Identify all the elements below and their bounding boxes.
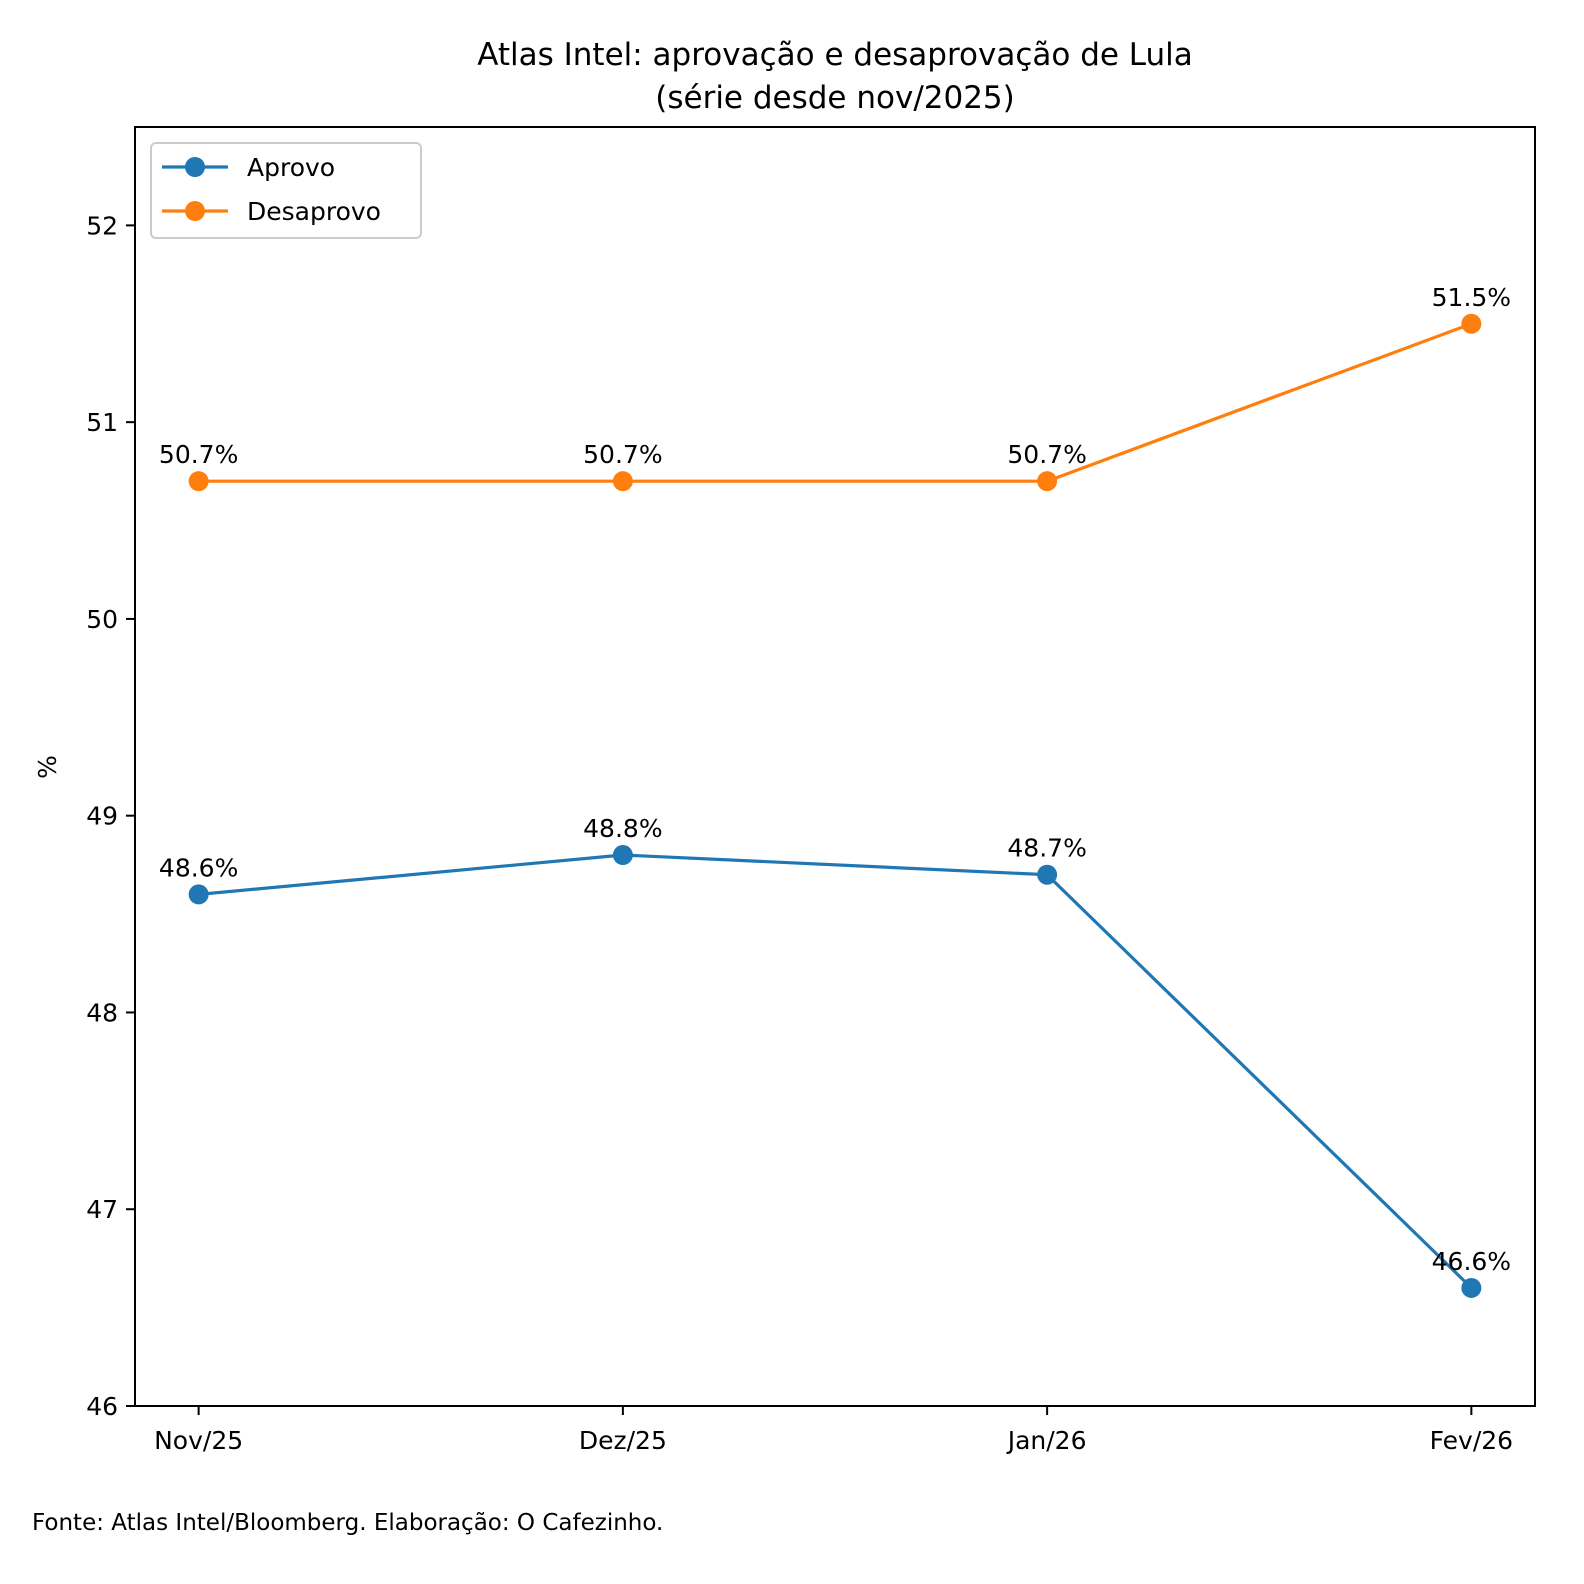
series-aprovo [188,845,1482,1298]
y-axis-label: % [33,755,62,779]
data-point-desaprovo [612,471,633,492]
series-line-desaprovo [198,322,1472,483]
data-label-desaprovo: 50.7% [1007,440,1086,469]
data-label-aprovo: 48.7% [1007,834,1086,863]
x-tick-label: Nov/25 [154,1426,243,1455]
data-point-aprovo [1461,1277,1482,1298]
axes-layer: 46 47 48 49 50 51 52 Nov/25 Dez/25 Jan/26 Fev/26 [86,126,1536,1455]
legend-item-desaprovo: Desaprovo [162,197,381,226]
y-tick-label: 48 [86,998,118,1027]
x-tick-label: Dez/25 [579,1426,667,1455]
chart-subtitle: (série desde nov/2025) [655,80,1015,116]
legend-label-desaprovo: Desaprovo [247,197,381,226]
data-label-aprovo: 46.6% [1432,1247,1511,1276]
x-tick-label: Fev/26 [1430,1426,1513,1455]
legend-marker-aprovo [185,157,205,177]
source-note: Fonte: Atlas Intel/Bloomberg. Elaboração… [32,1510,663,1536]
series-layer [188,313,1482,1298]
legend: Aprovo Desaprovo [150,142,422,239]
data-label-desaprovo: 50.7% [583,440,662,469]
data-point-aprovo [188,884,209,905]
data-point-desaprovo [188,471,209,492]
y-tick-label: 50 [86,605,118,634]
data-point-desaprovo [1037,471,1058,492]
data-point-desaprovo [1461,313,1482,334]
chart-title: Atlas Intel: aprovação e desaprovação de… [477,37,1193,73]
legend-item-aprovo: Aprovo [162,153,335,182]
data-label-aprovo: 48.6% [159,853,238,882]
data-point-aprovo [1037,864,1058,885]
legend-label-aprovo: Aprovo [247,153,335,182]
data-point-aprovo [612,845,633,866]
data-label-desaprovo: 50.7% [159,440,238,469]
legend-marker-desaprovo [185,201,205,221]
series-desaprovo [188,313,1482,492]
y-tick-label: 49 [86,802,118,831]
plot-area-frame [134,126,1536,1407]
data-label-desaprovo: 51.5% [1432,283,1511,312]
y-tick-label: 52 [86,211,118,240]
data-label-aprovo: 48.8% [583,814,662,843]
data-labels-layer: 48.6% 48.8% 48.7% 46.6% 50.7% 50.7% 50.7% 51.5% [159,283,1511,1276]
y-tick-label: 46 [86,1392,118,1421]
series-line-aprovo [198,853,1473,1290]
y-tick-label: 51 [86,408,118,437]
y-tick-label: 47 [86,1195,118,1224]
x-tick-label: Jan/26 [1006,1426,1087,1455]
